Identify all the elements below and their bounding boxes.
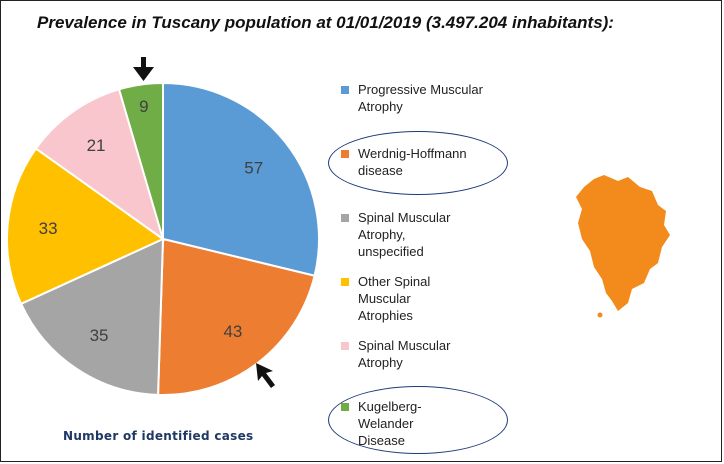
legend-item-spinal-muscular-atrophy: Spinal Muscular Atrophy: [341, 337, 478, 371]
pie-slice-value-label: 35: [90, 326, 109, 345]
pie-slice-value-label: 9: [139, 97, 148, 116]
legend-item-sma-unspecified: Spinal Muscular Atrophy, unspecified: [341, 209, 468, 260]
highlight-ellipse-werdnig-hoffmann: [328, 131, 508, 195]
arrow-down-icon: [133, 57, 154, 81]
legend-item-other-sma: Other Spinal Muscular Atrophies: [341, 273, 453, 324]
legend-swatch: [341, 278, 349, 286]
arrow-up-left-icon: [256, 363, 275, 388]
pie-slice-value-label: 43: [223, 322, 242, 341]
pie-slice-1: [157, 237, 316, 396]
pie-slices: [6, 81, 320, 396]
pie-slice-value-label: 57: [244, 159, 263, 178]
legend-label: Progressive Muscular Atrophy: [358, 82, 483, 114]
pie-slice-5: [117, 81, 164, 240]
legend-swatch: [341, 214, 349, 222]
chart-title: Prevalence in Tuscany population at 01/0…: [37, 13, 614, 32]
legend-label: Spinal Muscular Atrophy, unspecified: [358, 210, 451, 259]
pie-slice-0: [162, 81, 320, 277]
pie-slice-labels: 57 43 35 33 21 9: [39, 97, 264, 345]
highlight-ellipse-kugelberg-welander: [328, 386, 508, 454]
chart-caption: Number of identified cases: [63, 429, 254, 443]
pie-slice-4: [34, 88, 165, 242]
legend-swatch: [341, 86, 349, 94]
legend-label: Spinal Muscular Atrophy: [358, 338, 451, 370]
pie-slice-2: [19, 237, 165, 396]
pie-slice-value-label: 33: [39, 219, 58, 238]
legend-label: Other Spinal Muscular Atrophies: [358, 274, 431, 323]
legend-item-progressive-muscular-atrophy: Progressive Muscular Atrophy: [341, 81, 498, 115]
pie-slice-value-label: 21: [87, 136, 106, 155]
pie-slice-3: [6, 147, 165, 306]
tuscany-map-icon: [576, 175, 670, 318]
legend-swatch: [341, 342, 349, 350]
